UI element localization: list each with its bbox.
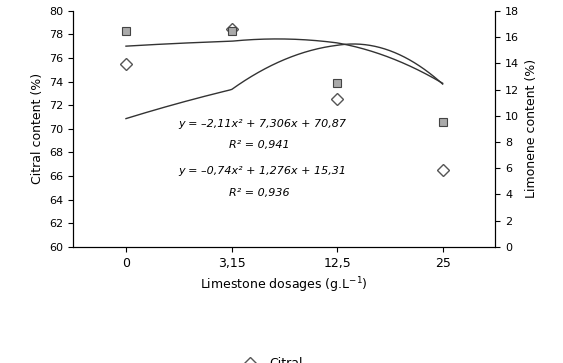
X-axis label: Limestone dosages (g.L$^{-1}$): Limestone dosages (g.L$^{-1}$) <box>200 275 368 295</box>
Text: R² = 0,941: R² = 0,941 <box>230 140 290 150</box>
Text: y = –0,74x² + 1,276x + 15,31: y = –0,74x² + 1,276x + 15,31 <box>179 166 347 176</box>
Text: y = –2,11x² + 7,306x + 70,87: y = –2,11x² + 7,306x + 70,87 <box>179 119 347 129</box>
Y-axis label: Citral content (%): Citral content (%) <box>30 73 44 184</box>
Text: R² = 0,936: R² = 0,936 <box>230 188 290 197</box>
Y-axis label: Limonene content (%): Limonene content (%) <box>525 59 538 199</box>
Legend: Citral, Limonene: Citral, Limonene <box>233 352 336 363</box>
